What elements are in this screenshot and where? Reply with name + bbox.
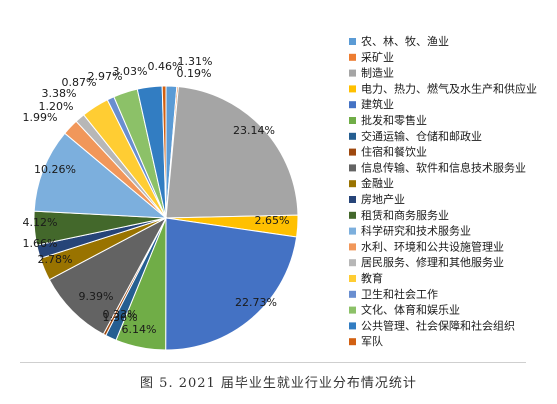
legend-label: 卫生和社会工作 [361, 287, 438, 301]
legend-label: 金融业 [361, 176, 394, 190]
legend-swatch [349, 180, 356, 188]
legend-label: 农、林、牧、渔业 [361, 34, 449, 48]
legend-label: 交通运输、仓储和邮政业 [361, 129, 482, 143]
legend-label: 信息传输、软件和信息技术服务业 [361, 160, 526, 174]
pie-data-label: 1.20% [39, 100, 74, 113]
legend-swatch [349, 196, 356, 203]
legend-label: 水利、环境和公共设施管理业 [361, 239, 504, 253]
legend-swatch [349, 338, 356, 346]
pie-data-label: 23.14% [233, 124, 275, 137]
pie-data-labels: 1.31%0.19% 23.14% 2.65% 22.73% 6.14%1.36%0.3… [23, 55, 290, 336]
legend-label: 文化、体育和娱乐业 [361, 303, 460, 317]
pie-data-label: 10.26% [34, 163, 76, 176]
legend-label: 房地产业 [361, 192, 405, 206]
legend-label: 教育 [361, 271, 383, 285]
legend-swatch [349, 164, 356, 172]
chart-caption: 图 5. 2021 届毕业生就业行业分布情况统计 [140, 376, 417, 391]
legend-label: 制造业 [361, 66, 394, 80]
pie-slice [165, 217, 298, 351]
pie-data-label: 2.65% [255, 214, 290, 227]
pie-data-label: 0.33% [103, 308, 138, 321]
legend-swatch [349, 290, 356, 298]
pie-data-label: 3.38% [42, 87, 77, 100]
chart-legend: 农、林、牧、渔业采矿业制造业电力、热力、燃气及水生产和供应业建筑业批发和零售业交… [349, 34, 537, 348]
legend-label: 电力、热力、燃气及水生产和供应业 [361, 81, 537, 95]
legend-swatch [349, 243, 356, 251]
legend-swatch [349, 275, 356, 282]
pie-slice [33, 132, 168, 219]
legend-swatch [349, 148, 356, 156]
caption-divider [20, 362, 526, 363]
pie-data-label: 4.12% [23, 216, 58, 229]
legend-label: 公共管理、社会保障和社会组织 [361, 318, 515, 332]
pie-data-label: 1.36% [103, 311, 138, 324]
legend-swatch [349, 132, 356, 140]
legend-label: 建筑业 [361, 97, 394, 111]
legend-label: 军队 [361, 334, 383, 348]
pie-slices [33, 85, 299, 351]
legend-label: 科学研究和技术服务业 [361, 224, 471, 238]
pie-slice [48, 216, 168, 335]
legend-swatch [349, 38, 356, 45]
legend-swatch [349, 227, 356, 235]
pie-data-label: 22.73% [235, 296, 277, 309]
pie-data-label: 3.03% [113, 65, 148, 78]
pie-data-label: 0.19% [177, 67, 212, 80]
pie-data-label: 1.31% [178, 55, 213, 68]
pie-data-label: 2.78% [38, 253, 73, 266]
legend-label: 居民服务、修理和其他服务业 [361, 255, 504, 269]
legend-swatch [349, 211, 356, 219]
legend-swatch [349, 306, 356, 314]
pie-data-label: 1.99% [23, 111, 58, 124]
legend-label: 采矿业 [361, 51, 394, 64]
legend-swatch [349, 53, 356, 61]
pie-slice [161, 85, 167, 219]
legend-swatch [349, 101, 356, 109]
legend-label: 租赁和商务服务业 [361, 208, 449, 222]
legend-swatch [349, 85, 356, 93]
legend-swatch [349, 117, 356, 124]
pie-data-label: 0.87% [62, 76, 97, 89]
legend-swatch [349, 322, 356, 330]
pie-data-label: 1.66% [23, 237, 58, 250]
pie-data-label: 2.97% [88, 70, 123, 83]
pie-data-label: 0.46% [148, 60, 183, 73]
legend-label: 住宿和餐饮业 [361, 145, 427, 159]
pie-slice [165, 86, 299, 219]
legend-swatch [349, 69, 356, 77]
legend-swatch [349, 259, 356, 267]
pie-data-label: 6.14% [122, 323, 157, 336]
pie-data-label: 9.39% [79, 290, 114, 303]
legend-label: 批发和零售业 [361, 113, 427, 127]
